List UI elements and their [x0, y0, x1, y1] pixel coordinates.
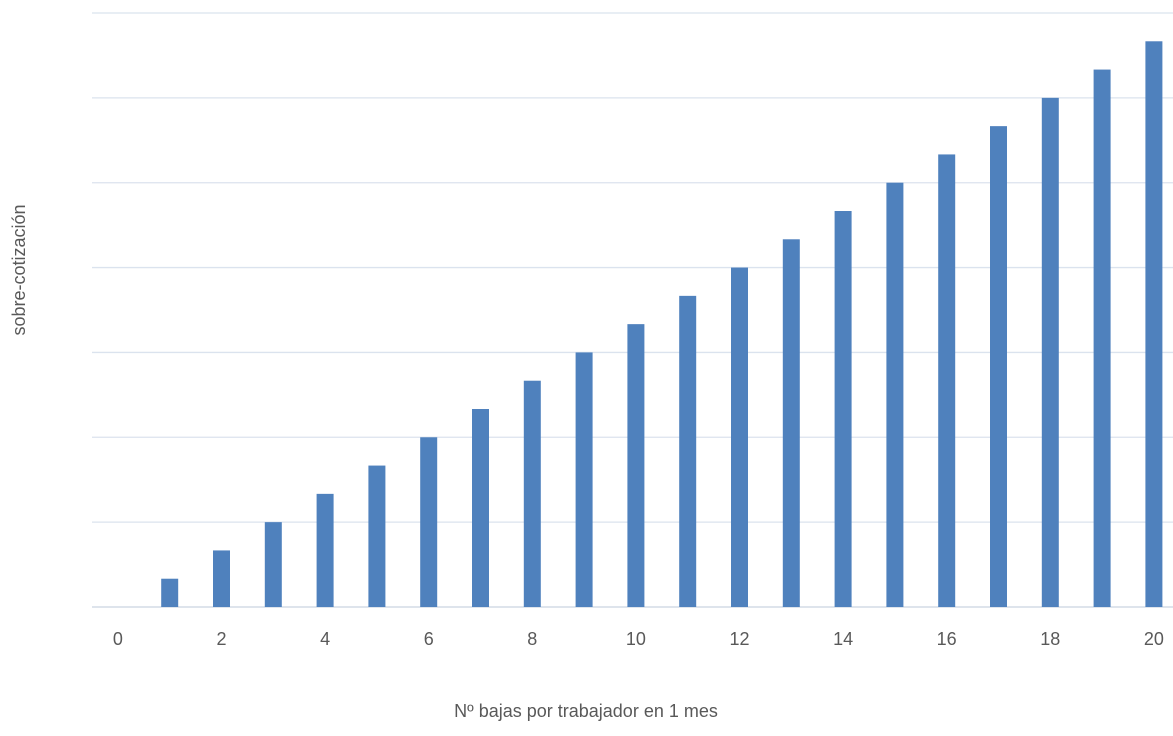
- bar: [472, 409, 489, 607]
- x-tick-label: 2: [216, 629, 226, 649]
- bar: [679, 295, 697, 607]
- x-tick-label: 4: [320, 629, 330, 649]
- bar: [886, 182, 904, 607]
- bar: [264, 522, 282, 607]
- bar: [990, 126, 1007, 608]
- bar: [161, 578, 179, 607]
- x-tick-label: 14: [833, 629, 853, 649]
- x-tick-label: 16: [937, 629, 957, 649]
- x-tick-label: 6: [424, 629, 434, 649]
- bar: [1145, 41, 1163, 608]
- x-tick-label: 20: [1144, 629, 1164, 649]
- bar: [523, 380, 541, 607]
- bar: [213, 550, 230, 607]
- bar: [1041, 97, 1059, 607]
- bar: [1093, 69, 1111, 608]
- bar: [368, 465, 386, 607]
- x-tick-label: 10: [626, 629, 646, 649]
- x-tick-label: 12: [729, 629, 749, 649]
- bar: [316, 493, 334, 607]
- bar: [420, 437, 438, 607]
- bar: [782, 239, 800, 608]
- bar: [575, 352, 593, 607]
- bar: [731, 267, 748, 607]
- x-tick-label: 8: [527, 629, 537, 649]
- y-axis-label: sobre-cotización: [9, 204, 29, 335]
- x-tick-label: 18: [1040, 629, 1060, 649]
- bar: [938, 154, 956, 607]
- x-axis-label: Nº bajas por trabajador en 1 mes: [454, 701, 718, 721]
- bar: [834, 211, 852, 607]
- x-tick-label: 0: [113, 629, 123, 649]
- bar: [627, 324, 645, 607]
